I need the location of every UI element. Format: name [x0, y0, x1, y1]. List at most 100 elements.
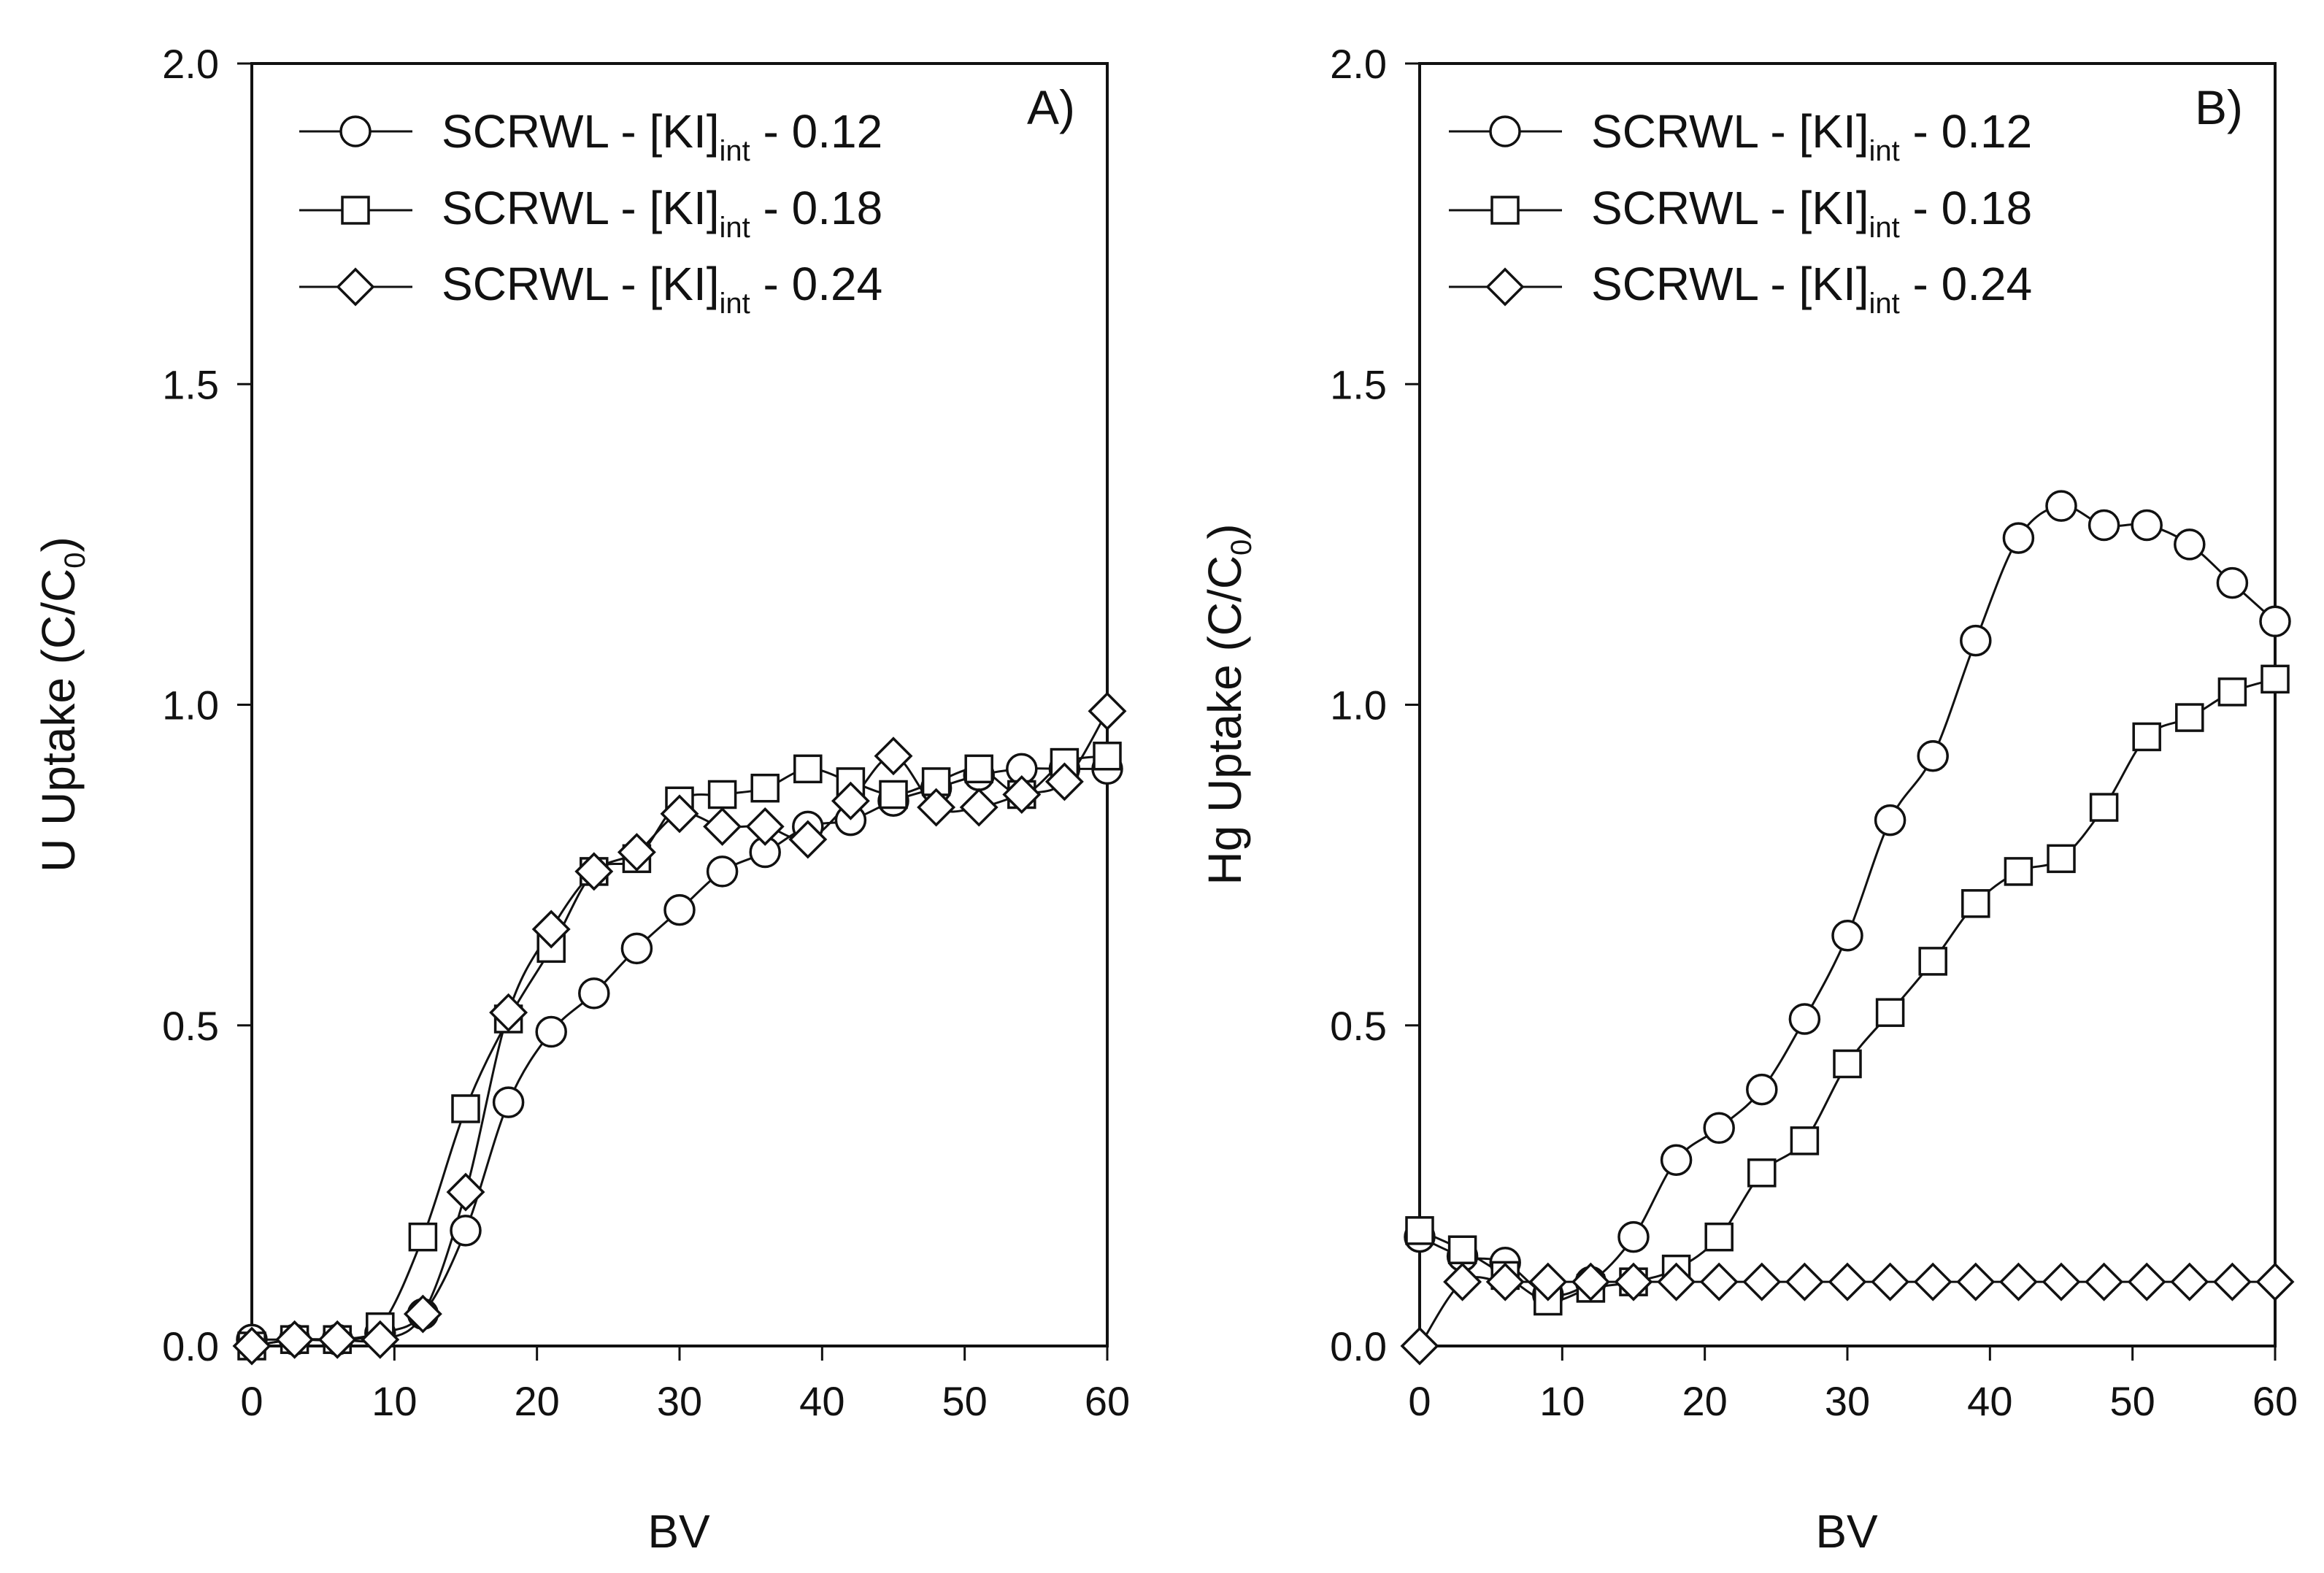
panel-a-square-point: [964, 754, 993, 784]
panel-a-diamond-point: [318, 1320, 357, 1359]
panel-b-legend-label-1-prefix: SCRWL - [KI]: [1591, 105, 1869, 158]
panel-a-diamond-point: [917, 788, 956, 827]
panel-b-legend-label-3: SCRWL - [KI]int - 0.24: [1591, 258, 2032, 320]
panel-a-diamond-point: [403, 1294, 442, 1334]
panel-a-y-tick-label: 1.0: [162, 682, 219, 728]
panel-b-circle-point: [1831, 920, 1863, 952]
panel-a-diamond-point: [660, 794, 699, 834]
panel-b-diamond-point: [1485, 1262, 1525, 1301]
panel-a-y-axis-title-subscript: 0: [59, 552, 91, 568]
panel-a-y-tick-label: 2.0: [162, 41, 219, 87]
panel-a-diamond-point: [361, 1320, 400, 1359]
panel-b-diamond-point: [2127, 1262, 2166, 1301]
panel-b-y-axis-title-main: Hg Uptake (C/C: [1198, 555, 1251, 885]
panel-a-legend-label-2-subscript: int: [720, 212, 750, 244]
panel-a-x-tick-label: 50: [942, 1378, 988, 1424]
panel-b-legend-label-3-prefix: SCRWL - [KI]: [1591, 258, 1869, 310]
panel-a-square-point: [793, 754, 823, 784]
panel-b-y-tick-label: 1.5: [1330, 361, 1387, 407]
panel-a-diamond-point: [446, 1172, 485, 1212]
panel-b-x-tick-label: 60: [2252, 1378, 2298, 1424]
panel-a-legend-diamond-marker: [336, 267, 375, 307]
panel-b-y-axis-title-close: ): [1198, 523, 1251, 539]
panel-b-circle-point: [1746, 1073, 1778, 1106]
panel-b-chart: 0 10 20 30 40 50 60 0.0 0.5 1.0 1.5 2.0 B) BV Hg Up…: [1198, 41, 2298, 1558]
panel-a-legend-label-1-suffix: - 0.12: [750, 105, 882, 158]
panel-a-series-layer: [232, 691, 1127, 1366]
panel-b-series-layer: [1400, 490, 2295, 1366]
panel-b-square-point: [2047, 844, 2076, 874]
panel-a-diamond-point: [232, 1326, 272, 1366]
panel-b-y-tick-label: 2.0: [1330, 41, 1387, 87]
panel-b-diamond-point: [2212, 1262, 2252, 1301]
panel-b-legend-entry-2: SCRWL - [KI]int - 0.18: [1449, 182, 2032, 244]
panel-b-square-point: [2175, 703, 2204, 732]
panel-a-diamond-point: [1088, 691, 1127, 731]
panel-a-diamond-point: [1002, 775, 1042, 814]
panel-b-legend-label-3-suffix: - 0.24: [1900, 258, 2032, 310]
panel-a-x-tick-label: 20: [515, 1378, 560, 1424]
panel-a-square-point: [1093, 742, 1122, 771]
panel-a-x-axis-title: BV: [647, 1505, 710, 1558]
panel-a-diamond-point: [831, 781, 870, 820]
panel-b-square-point: [1405, 1216, 1434, 1245]
panel-b-circle-point: [1703, 1112, 1735, 1145]
panel-b-diamond-point: [2255, 1262, 2295, 1301]
panel-b-y-tick-label: 1.0: [1330, 682, 1387, 728]
panel-a-square-point: [750, 773, 780, 803]
panel-b-square-point: [1961, 889, 1990, 918]
panel-b-legend-label-1-subscript: int: [1869, 135, 1900, 167]
panel-a-square-point: [707, 780, 737, 809]
panel-b-square-point: [2132, 722, 2161, 752]
panel-b-x-tick-label: 30: [1825, 1378, 1870, 1424]
panel-b-legend-label-2-suffix: - 0.18: [1900, 182, 2032, 234]
panel-b-legend-label-2-prefix: SCRWL - [KI]: [1591, 182, 1869, 234]
panel-a-legend-label-1-prefix: SCRWL - [KI]: [442, 105, 720, 158]
panel-b-y-axis-title: Hg Uptake (C/C0): [1198, 523, 1258, 885]
panel-b-diamond-point: [1742, 1262, 1782, 1301]
panel-b-legend-label-3-subscript: int: [1869, 288, 1900, 320]
panel-b-circle-point: [1960, 624, 1992, 657]
panel-b-diamond-point: [1571, 1262, 1610, 1301]
panel-b-diamond-point: [1614, 1262, 1653, 1301]
panel-b-diamond-point: [1657, 1262, 1696, 1301]
panel-b-diamond-point: [1913, 1262, 1952, 1301]
panel-b-square-point: [2217, 677, 2247, 707]
panel-b-tick-labels: 0 10 20 30 40 50 60 0.0 0.5 1.0 1.5 2.0: [1330, 41, 2298, 1424]
panel-b-diamond-point: [1699, 1262, 1739, 1301]
panel-b-diamond-point: [1443, 1262, 1482, 1301]
panel-a-legend-label-1-subscript: int: [720, 135, 750, 167]
panel-a-diamond-point: [874, 736, 913, 776]
panel-a-legend-label-3: SCRWL - [KI]int - 0.24: [442, 258, 882, 320]
panel-a-circle-point: [578, 977, 610, 1009]
panel-a-y-axis-title-main: U Uptake (C/C: [32, 569, 85, 872]
panel-b-diamond-point: [1528, 1262, 1568, 1301]
panel-b-circle-point: [2174, 528, 2206, 561]
panel-b-diamond-point: [1400, 1326, 1439, 1366]
panel-b-x-tick-label: 10: [1539, 1378, 1585, 1424]
panel-b-y-tick-label: 0.0: [1330, 1323, 1387, 1369]
panel-b-square-point: [2089, 793, 2119, 822]
panel-a-legend-label-3-subscript: int: [720, 288, 750, 320]
panel-b-legend-entry-3: SCRWL - [KI]int - 0.24: [1449, 258, 2032, 320]
panel-a-y-tick-label: 0.0: [162, 1323, 219, 1369]
panel-a-circle-point: [492, 1086, 525, 1118]
panel-a-diamond-point: [574, 852, 614, 891]
panel-b-circle-point: [1788, 1003, 1821, 1035]
panel-b-circle-point: [2088, 509, 2120, 542]
panel-b-diamond-point: [1956, 1262, 1996, 1301]
panel-a-legend-label-1: SCRWL - [KI]int - 0.12: [442, 105, 882, 167]
panel-a-legend-square-marker: [341, 196, 370, 225]
panel-b-x-tick-label: 40: [1967, 1378, 2012, 1424]
panel-a-tag: A): [1027, 80, 1075, 134]
panel-a-diamond-point: [617, 833, 656, 872]
panel-b-legend-entry-1: SCRWL - [KI]int - 0.12: [1449, 105, 2032, 167]
panel-a-square-point: [451, 1094, 480, 1123]
panel-a-x-tick-label: 30: [657, 1378, 702, 1424]
panel-a-diamond-point: [745, 807, 785, 846]
panel-a-y-tick-label: 1.5: [162, 361, 219, 407]
panel-b-diamond-point: [2042, 1262, 2081, 1301]
panel-b-legend-diamond-marker: [1485, 267, 1525, 307]
